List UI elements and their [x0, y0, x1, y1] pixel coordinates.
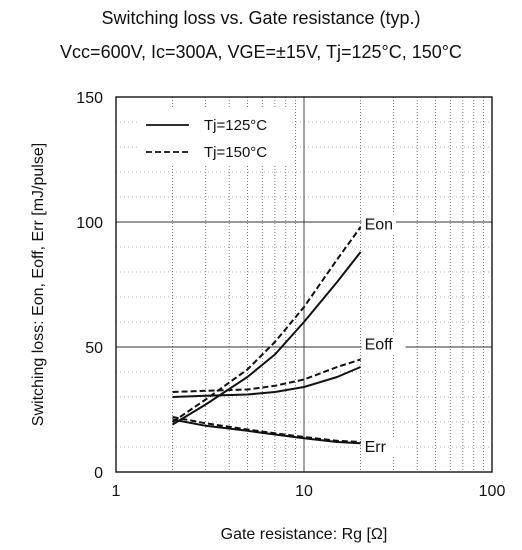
y-tick-label: 0	[94, 465, 103, 482]
y-axis-label: Switching loss: Eon, Eoff, Err [mJ/pulse…	[30, 143, 47, 426]
legend: Tj=125°C Tj=150°C	[140, 108, 290, 164]
legend-label: Tj=150°C	[204, 144, 267, 161]
y-tick-label: 100	[76, 215, 103, 232]
annotation-bg	[361, 334, 406, 355]
legend-box	[140, 108, 290, 164]
y-tick-label: 50	[85, 340, 103, 357]
series-line-eon-solid	[172, 251, 362, 426]
annotations-group: Eon Eoff Err	[361, 214, 406, 457]
annotation-eon: Eon	[365, 217, 393, 234]
x-tick-label: 1	[112, 483, 121, 500]
series-group	[172, 226, 362, 445]
chart-title: Switching loss vs. Gate resistance (typ.…	[101, 8, 421, 28]
y-tick-label: 150	[76, 90, 103, 107]
x-axis-label: Gate resistance: Rg [Ω]	[221, 526, 388, 543]
x-tick-labels: 1 10 100	[112, 483, 506, 500]
legend-label: Tj=125°C	[204, 117, 267, 134]
series-line-err-dashed	[172, 416, 361, 443]
annotation-bg	[361, 437, 397, 457]
annotation-err: Err	[365, 439, 387, 456]
annotation-bg	[361, 214, 397, 235]
x-tick-label: 100	[479, 483, 506, 500]
series-line-eoff-solid	[172, 366, 361, 398]
plot-frame	[115, 96, 493, 473]
chart-subtitle: Vcc=600V, Ic=300A, VGE=±15V, Tj=125°C, 1…	[60, 42, 462, 62]
y-tick-labels: 0 50 100 150	[76, 90, 103, 482]
series-line-eon-dashed	[172, 226, 362, 423]
series-line-err-solid	[172, 418, 361, 445]
series-line-eoff-dashed	[172, 358, 361, 393]
x-tick-label: 10	[295, 483, 313, 500]
annotation-eoff: Eoff	[365, 337, 394, 354]
